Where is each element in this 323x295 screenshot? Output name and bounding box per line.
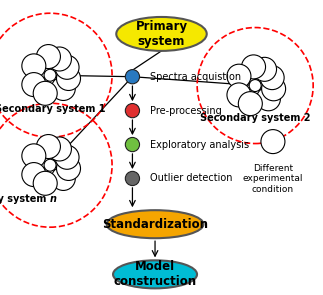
Ellipse shape [47, 137, 71, 161]
Text: Exploratory analysis: Exploratory analysis [150, 140, 249, 150]
Ellipse shape [256, 87, 280, 111]
Ellipse shape [125, 70, 140, 84]
Text: Secondary system 1: Secondary system 1 [0, 104, 105, 114]
Ellipse shape [51, 166, 75, 191]
Ellipse shape [125, 104, 140, 118]
Ellipse shape [36, 135, 60, 158]
Ellipse shape [262, 77, 286, 101]
Text: Model
construction: Model construction [113, 260, 197, 288]
Text: Primary
system: Primary system [135, 20, 188, 48]
Text: Secondary system 2: Secondary system 2 [200, 113, 310, 123]
Text: n: n [50, 194, 57, 204]
Text: Different
experimental
condition: Different experimental condition [243, 164, 303, 194]
Ellipse shape [261, 130, 285, 154]
Text: Spectra acquistion: Spectra acquistion [150, 72, 241, 82]
Text: Pre-processing: Pre-processing [150, 106, 222, 116]
Ellipse shape [22, 144, 46, 168]
Ellipse shape [47, 47, 71, 71]
Ellipse shape [22, 54, 46, 78]
Ellipse shape [227, 64, 251, 88]
Ellipse shape [260, 65, 284, 90]
Ellipse shape [242, 55, 266, 79]
Ellipse shape [113, 260, 197, 289]
Ellipse shape [57, 156, 80, 181]
Ellipse shape [238, 92, 262, 116]
Text: Outlier detection: Outlier detection [150, 173, 232, 183]
Ellipse shape [107, 210, 203, 238]
Ellipse shape [227, 83, 251, 107]
Ellipse shape [55, 55, 79, 79]
Ellipse shape [253, 57, 276, 81]
Ellipse shape [57, 66, 80, 91]
Ellipse shape [125, 171, 140, 186]
Ellipse shape [44, 69, 56, 81]
Ellipse shape [55, 145, 79, 169]
Ellipse shape [249, 80, 261, 91]
Text: Standardization: Standardization [102, 218, 208, 231]
Ellipse shape [33, 171, 57, 195]
Ellipse shape [125, 137, 140, 152]
Ellipse shape [36, 45, 60, 68]
Ellipse shape [51, 76, 75, 101]
Ellipse shape [22, 163, 46, 186]
Ellipse shape [116, 17, 207, 51]
Ellipse shape [22, 73, 46, 96]
Ellipse shape [44, 159, 56, 171]
Text: Secondary system: Secondary system [0, 194, 50, 204]
Ellipse shape [33, 81, 57, 105]
